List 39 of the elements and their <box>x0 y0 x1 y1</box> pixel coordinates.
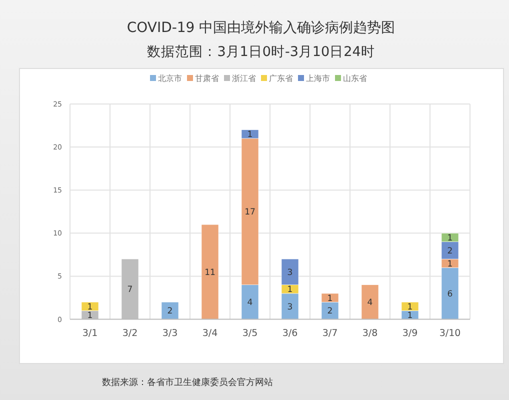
data-label: 6 <box>447 289 453 300</box>
subtitle: 数据范围：3月1日0时-3月10日24时 <box>147 44 375 60</box>
legend-label: 甘肃省 <box>195 74 219 83</box>
x-tick: 3/3 <box>162 328 178 339</box>
data-label: 11 <box>204 268 216 278</box>
legend-label: 浙江省 <box>232 74 256 83</box>
data-label: 1 <box>287 285 293 296</box>
data-label: 1 <box>447 259 453 270</box>
data-label: 3 <box>287 268 293 278</box>
data-label: 7 <box>127 285 133 296</box>
x-tick: 3/10 <box>439 328 461 339</box>
x-tick: 3/7 <box>322 328 338 339</box>
x-tick: 3/6 <box>282 328 298 339</box>
legend-label: 山东省 <box>343 74 367 83</box>
data-label: 3 <box>287 302 293 312</box>
data-label: 1 <box>407 302 413 312</box>
x-tick: 3/4 <box>202 328 218 339</box>
data-label: 4 <box>247 298 253 308</box>
data-label: 1 <box>407 311 413 321</box>
legend-label: 北京市 <box>158 74 182 83</box>
data-label: 17 <box>244 208 256 218</box>
data-label: 2 <box>447 246 453 256</box>
title: COVID-19 中国由境外输入确诊病例趋势图 <box>126 20 396 36</box>
legend-label: 广东省 <box>269 74 293 83</box>
x-tick: 3/2 <box>122 328 138 339</box>
x-tick: 3/5 <box>242 328 258 339</box>
data-label: 1 <box>87 311 93 321</box>
x-tick: 3/8 <box>362 328 378 339</box>
data-label: 2 <box>167 306 173 317</box>
data-label: 2 <box>327 306 333 317</box>
data-label: 1 <box>327 294 333 304</box>
data-label: 1 <box>87 302 93 312</box>
data-label: 1 <box>247 130 253 140</box>
legend-label: 上海市 <box>306 74 330 83</box>
x-tick: 3/9 <box>402 328 418 339</box>
data-label: 4 <box>367 298 373 308</box>
data-label: 1 <box>447 233 453 244</box>
x-tick: 3/1 <box>82 328 98 339</box>
annotation: 数据来源：各省市卫生健康委员会官方网站 <box>102 378 273 388</box>
